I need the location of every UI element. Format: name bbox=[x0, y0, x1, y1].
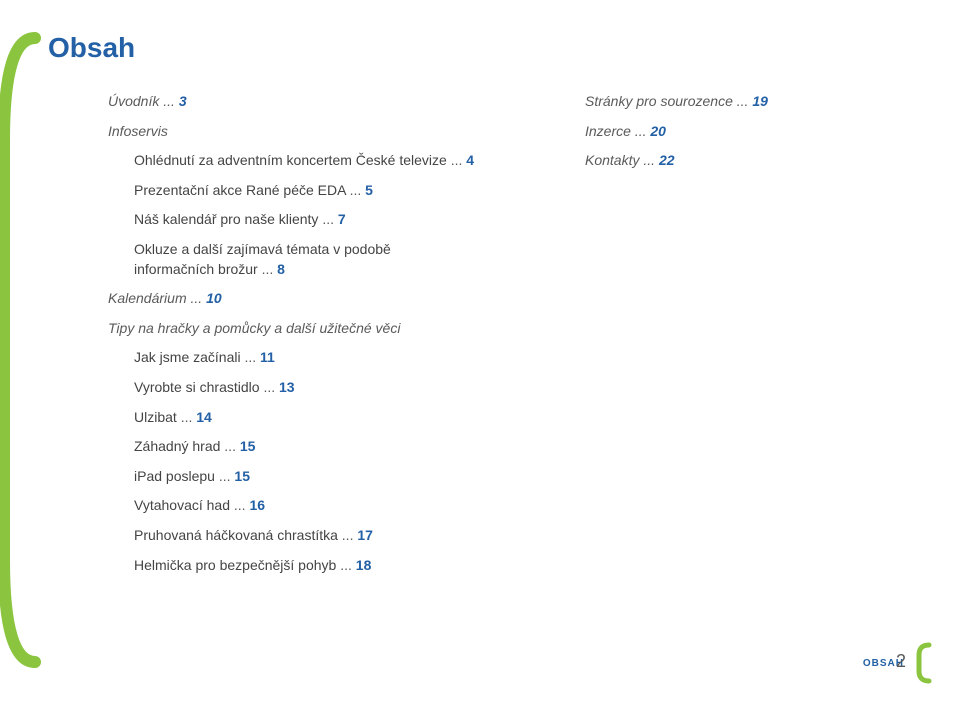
toc-dots: ... bbox=[219, 468, 235, 484]
toc-dots: ... bbox=[350, 182, 366, 198]
toc-dots: ... bbox=[342, 527, 358, 543]
toc-dots: ... bbox=[224, 438, 240, 454]
toc-dots: ... bbox=[244, 349, 260, 365]
toc-label: Vyrobte si chrastidlo bbox=[134, 379, 260, 395]
toc-pagenum: 4 bbox=[466, 152, 474, 168]
toc-dots: ... bbox=[322, 211, 338, 227]
toc-label: Pruhovaná háčkovaná chrastítka bbox=[134, 527, 338, 543]
toc-entry-infoservis-3: Okluze a další zajímavá témata v podobě … bbox=[134, 240, 434, 279]
toc-pagenum: 18 bbox=[356, 557, 372, 573]
toc-entry-tipy-7: Helmička pro bezpečnější pohyb ... 18 bbox=[134, 556, 518, 576]
toc-dots: ... bbox=[163, 93, 179, 109]
toc-entry-tipy-6: Pruhovaná háčkovaná chrastítka ... 17 bbox=[134, 526, 518, 546]
toc-pagenum: 19 bbox=[752, 93, 768, 109]
toc-entry-sourozence: Stránky pro sourozence ... 19 bbox=[585, 92, 845, 112]
toc-label: Kontakty bbox=[585, 152, 639, 168]
page-title: Obsah bbox=[48, 32, 135, 64]
toc-dots: ... bbox=[737, 93, 753, 109]
toc-entry-inzerce: Inzerce ... 20 bbox=[585, 122, 845, 142]
toc-pagenum: 13 bbox=[279, 379, 295, 395]
toc-pagenum: 15 bbox=[234, 468, 250, 484]
toc-dots: ... bbox=[635, 123, 651, 139]
toc-entry-tipy-1: Vyrobte si chrastidlo ... 13 bbox=[134, 378, 518, 398]
toc-dots: ... bbox=[234, 497, 250, 513]
toc-entry-tipy-3: Záhadný hrad ... 15 bbox=[134, 437, 518, 457]
toc-dots: ... bbox=[340, 557, 356, 573]
toc-pagenum: 10 bbox=[206, 290, 222, 306]
toc-pagenum: 22 bbox=[659, 152, 675, 168]
toc-section-tipy: Tipy na hračky a pomůcky a další užitečn… bbox=[108, 319, 518, 339]
toc-entry-kontakty: Kontakty ... 22 bbox=[585, 151, 845, 171]
toc-pagenum: 5 bbox=[365, 182, 373, 198]
toc-dots: ... bbox=[451, 152, 467, 168]
toc-label: Vytahovací had bbox=[134, 497, 230, 513]
toc-label: Úvodník bbox=[108, 93, 159, 109]
toc-entry-tipy-4: iPad poslepu ... 15 bbox=[134, 467, 518, 487]
toc-entry-kalendarium: Kalendárium ... 10 bbox=[108, 289, 518, 309]
toc-right-column: Stránky pro sourozence ... 19 Inzerce ..… bbox=[585, 86, 845, 181]
footer-page-number: 2 bbox=[896, 651, 906, 672]
toc-pagenum: 15 bbox=[240, 438, 256, 454]
toc-label: Stránky pro sourozence bbox=[585, 93, 733, 109]
toc-dots: ... bbox=[191, 290, 207, 306]
toc-entry-infoservis-1: Prezentační akce Rané péče EDA ... 5 bbox=[134, 181, 518, 201]
toc-label: Helmička pro bezpečnější pohyb bbox=[134, 557, 336, 573]
toc-label: Záhadný hrad bbox=[134, 438, 220, 454]
toc-pagenum: 17 bbox=[357, 527, 373, 543]
toc-label: Jak jsme začínali bbox=[134, 349, 244, 365]
footer: OBSAH 2 bbox=[863, 642, 934, 684]
toc-label: Ohlédnutí za adventním koncertem České t… bbox=[134, 152, 447, 168]
toc-section-infoservis: Infoservis bbox=[108, 122, 518, 142]
toc-entry-uvodnik: Úvodník ... 3 bbox=[108, 92, 518, 112]
toc-entry-infoservis-2: Náš kalendář pro naše klienty ... 7 bbox=[134, 210, 518, 230]
toc-pagenum: 7 bbox=[338, 211, 346, 227]
toc-label: Ulzibat bbox=[134, 409, 177, 425]
toc-label: Inzerce bbox=[585, 123, 631, 139]
decorative-bracket-large bbox=[0, 30, 50, 670]
toc-label: Prezentační akce Rané péče EDA bbox=[134, 182, 346, 198]
toc-entry-infoservis-0: Ohlédnutí za adventním koncertem České t… bbox=[134, 151, 518, 171]
toc-pagenum: 14 bbox=[196, 409, 212, 425]
toc-pagenum: 8 bbox=[277, 261, 285, 277]
toc-left-column: Úvodník ... 3 Infoservis Ohlédnutí za ad… bbox=[108, 86, 518, 585]
toc-entry-tipy-5: Vytahovací had ... 16 bbox=[134, 496, 518, 516]
toc-pagenum: 11 bbox=[260, 349, 275, 365]
toc-label: iPad poslepu bbox=[134, 468, 215, 484]
toc-pagenum: 20 bbox=[650, 123, 666, 139]
toc-pagenum: 16 bbox=[249, 497, 265, 513]
toc-label: Náš kalendář pro naše klienty bbox=[134, 211, 318, 227]
toc-label: Kalendárium bbox=[108, 290, 187, 306]
toc-entry-tipy-2: Ulzibat ... 14 bbox=[134, 408, 518, 428]
toc-dots: ... bbox=[263, 379, 279, 395]
toc-entry-tipy-0: Jak jsme začínali ... 11 bbox=[134, 348, 518, 368]
toc-dots: ... bbox=[181, 409, 197, 425]
toc-pagenum: 3 bbox=[179, 93, 187, 109]
decorative-bracket-small: 2 bbox=[914, 642, 934, 684]
toc-dots: ... bbox=[262, 261, 278, 277]
toc-dots: ... bbox=[643, 152, 659, 168]
